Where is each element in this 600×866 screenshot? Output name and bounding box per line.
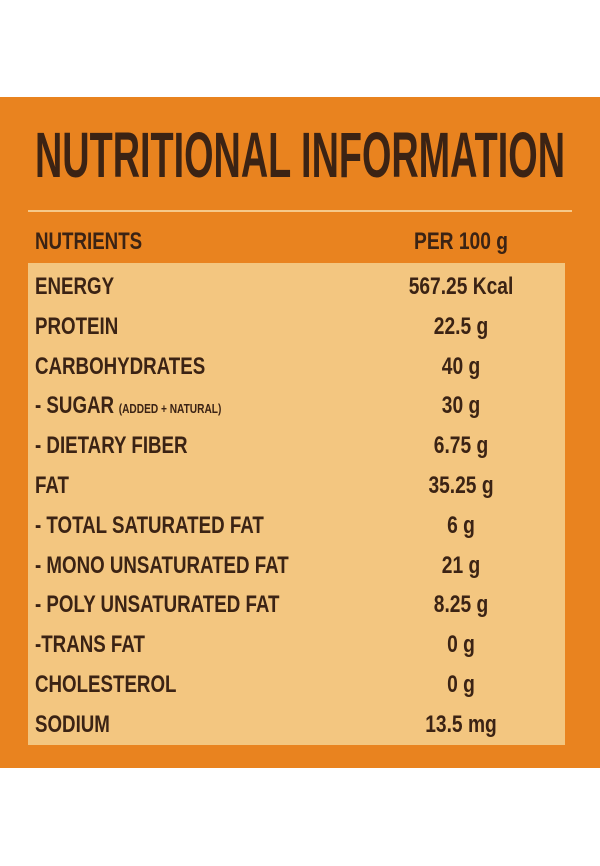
amount: 567.25 Kcal xyxy=(408,273,514,300)
header-nutrients: NUTRIENTS xyxy=(35,228,143,255)
nutrient-cell: CHOLESTEROL xyxy=(35,665,176,705)
amount: 0 g xyxy=(447,671,475,698)
nutrient-cell: -TRANS FAT xyxy=(35,625,145,665)
title-svg: NUTRITIONAL INFORMATION xyxy=(35,119,565,191)
table-row: SODIUM 13.5 mg xyxy=(28,705,565,745)
nutrient-name: PROTEIN xyxy=(35,312,119,340)
nutrient-name: CHOLESTEROL xyxy=(35,671,177,698)
nutrient-cell: FAT xyxy=(35,466,69,506)
nutrient-name: - TOTAL SATURATED FAT xyxy=(35,511,264,539)
nutrient-note: (ADDED + NATURAL) xyxy=(118,401,222,417)
header-amount: PER 100 g xyxy=(414,228,508,255)
table-row: ENERGY 567.25 Kcal xyxy=(28,267,565,307)
nutrient-cell: - MONO UNSATURATED FAT xyxy=(35,546,289,586)
amount: 21 g xyxy=(441,551,481,579)
nutrient-name: FAT xyxy=(35,472,69,499)
amount: 40 g xyxy=(441,352,481,380)
nutrient-cell: - POLY UNSATURATED FAT xyxy=(35,585,279,625)
divider xyxy=(28,210,572,212)
nutrient-cell: CARBOHYDRATES xyxy=(35,347,205,387)
table-row: - MONO UNSATURATED FAT 21 g xyxy=(28,546,565,586)
table-row: - SUGAR (ADDED + NATURAL) 30 g xyxy=(28,386,565,426)
table-row: PROTEIN 22.5 g xyxy=(28,307,565,347)
table-row: - POLY UNSATURATED FAT 8.25 g xyxy=(28,585,565,625)
nutrient-cell: ENERGY xyxy=(35,267,114,307)
nutrient-cell: - DIETARY FIBER xyxy=(35,426,188,466)
nutrient-name: CARBOHYDRATES xyxy=(35,352,206,380)
nutrient-cell: - SUGAR (ADDED + NATURAL) xyxy=(35,386,221,429)
nutrient-name: - SUGAR xyxy=(35,392,115,420)
nutrient-name: - MONO UNSATURATED FAT xyxy=(35,551,289,579)
table-row: - TOTAL SATURATED FAT 6 g xyxy=(28,506,565,546)
amount: 30 g xyxy=(441,392,481,420)
nutrient-name: - DIETARY FIBER xyxy=(35,432,188,460)
amount: 6 g xyxy=(447,511,475,539)
title: NUTRITIONAL INFORMATION xyxy=(35,119,565,191)
nutrient-cell: - TOTAL SATURATED FAT xyxy=(35,506,264,546)
amount: 8.25 g xyxy=(433,591,489,619)
table-row: - DIETARY FIBER 6.75 g xyxy=(28,426,565,466)
amount: 35.25 g xyxy=(428,472,494,499)
nutrient-name: - POLY UNSATURATED FAT xyxy=(35,591,280,619)
nutrient-cell: PROTEIN xyxy=(35,307,118,347)
table-body: ENERGY 567.25 Kcal PROTEIN 22.5 g CARBOHYDRA… xyxy=(28,263,565,745)
table-row: FAT 35.25 g xyxy=(28,466,565,506)
table-row: -TRANS FAT 0 g xyxy=(28,625,565,665)
amount: 6.75 g xyxy=(433,432,489,460)
amount: 13.5 mg xyxy=(425,710,497,738)
nutrient-cell: SODIUM xyxy=(35,705,110,745)
table-row: CHOLESTEROL 0 g xyxy=(28,665,565,705)
nutrient-name: SODIUM xyxy=(35,710,110,738)
amount: 0 g xyxy=(447,631,475,659)
header-row: NUTRIENTS PER 100 g xyxy=(28,222,565,262)
nutrient-name: ENERGY xyxy=(35,273,115,300)
amount: 22.5 g xyxy=(433,312,489,340)
nutrient-name: -TRANS FAT xyxy=(35,631,145,659)
nutrition-panel: NUTRITIONAL INFORMATION NUTRIENTS PER 10… xyxy=(0,97,600,768)
table-row: CARBOHYDRATES 40 g xyxy=(28,347,565,387)
